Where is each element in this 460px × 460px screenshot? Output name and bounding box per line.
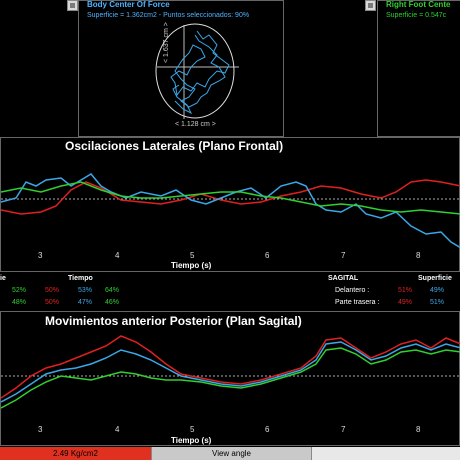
- right-foot-panel: Right Foot Cente Superficie = 0.547c: [365, 0, 460, 137]
- sagittal-green-line: [1, 347, 460, 409]
- frontal-plane-title: Oscilaciones Laterales (Plano Frontal): [65, 139, 284, 153]
- stats-trasera-v2: 51%: [430, 299, 445, 306]
- stats-r1-c2: 50%: [45, 287, 60, 294]
- right-foot-subtitle: Superficie = 0.547c: [386, 12, 447, 19]
- stats-superficie-header: Superficie: [418, 275, 452, 282]
- center-of-force-panel: Body Center Of Force Superficie = 1.362c…: [67, 0, 284, 137]
- center-of-force-title: Body Center Of Force: [87, 0, 170, 9]
- stats-r1-c3: 53%: [78, 287, 93, 294]
- sagittal-plane-title: Movimientos anterior Posterior (Plan Sag…: [45, 314, 302, 328]
- center-of-force-y-label: < 1.637 cm >: [163, 22, 170, 63]
- view-angle-button[interactable]: View angle: [152, 447, 312, 460]
- stats-r2-c3: 47%: [78, 299, 93, 306]
- sagittal-tick: 6: [265, 425, 270, 434]
- stats-delantero-label: Delantero :: [335, 287, 370, 294]
- sagittal-blue-line: [1, 341, 460, 403]
- stats-left-header: ie: [0, 275, 6, 282]
- right-foot-title: Right Foot Cente: [386, 0, 451, 9]
- center-of-force-plot: [155, 23, 239, 119]
- stats-r1-c4: 64%: [105, 287, 120, 294]
- sagittal-tick: 4: [115, 425, 120, 434]
- stats-tiempo-header: Tiempo: [68, 275, 93, 282]
- frontal-plane-panel: Oscilaciones Laterales (Plano Frontal) 3…: [0, 137, 460, 272]
- sagittal-tick: 3: [38, 425, 43, 434]
- frontal-tick: 4: [115, 251, 120, 260]
- center-of-force-checkbox[interactable]: [67, 0, 78, 11]
- stats-r2-c4: 46%: [105, 299, 120, 306]
- sagittal-x-label: Tiempo (s): [171, 436, 212, 445]
- stats-delantero-v1: 51%: [398, 287, 413, 294]
- frontal-tick: 6: [265, 251, 270, 260]
- stats-r2-c2: 50%: [45, 299, 60, 306]
- pressure-readout: 2.49 Kg/cm2: [0, 447, 152, 460]
- sagittal-tick: 5: [190, 425, 195, 434]
- sagittal-tick: 8: [416, 425, 421, 434]
- stats-trasera-label: Parte trasera :: [335, 299, 380, 306]
- sagittal-tick: 7: [341, 425, 346, 434]
- bottom-bar-empty-slot: [312, 447, 460, 460]
- frontal-ticks: 3 4 5 6 7 8: [1, 251, 460, 261]
- bottom-status-bar: 2.49 Kg/cm2 View angle: [0, 447, 460, 460]
- frontal-green-line: [1, 181, 460, 215]
- right-foot-checkbox[interactable]: [365, 0, 376, 11]
- stats-r2-c1: 48%: [12, 299, 27, 306]
- sagittal-plane-chart: [1, 335, 460, 409]
- stats-delantero-v2: 49%: [430, 287, 445, 294]
- center-of-force-trace: [170, 30, 230, 108]
- frontal-x-label: Tiempo (s): [171, 261, 212, 270]
- frontal-tick: 5: [190, 251, 195, 260]
- stats-strip: ie Tiempo 52% 50% 53% 64% 48% 50% 47% 46…: [0, 273, 460, 311]
- stats-sagital-header: SAGITAL: [328, 275, 359, 282]
- stats-r1-c1: 52%: [12, 287, 27, 294]
- sagittal-red-line: [1, 335, 460, 399]
- center-of-force-x-label: < 1.128 cm >: [175, 121, 216, 128]
- frontal-tick: 7: [341, 251, 346, 260]
- frontal-red-line: [1, 179, 460, 215]
- frontal-tick: 3: [38, 251, 43, 260]
- stats-trasera-v1: 49%: [398, 299, 413, 306]
- frontal-plane-chart: [1, 173, 460, 249]
- frontal-tick: 8: [416, 251, 421, 260]
- sagittal-plane-panel: Movimientos anterior Posterior (Plan Sag…: [0, 311, 460, 446]
- sagittal-ticks: 3 4 5 6 7 8: [1, 425, 460, 435]
- center-of-force-subtitle: Superficie = 1.362cm2 - Puntos seleccion…: [87, 12, 250, 19]
